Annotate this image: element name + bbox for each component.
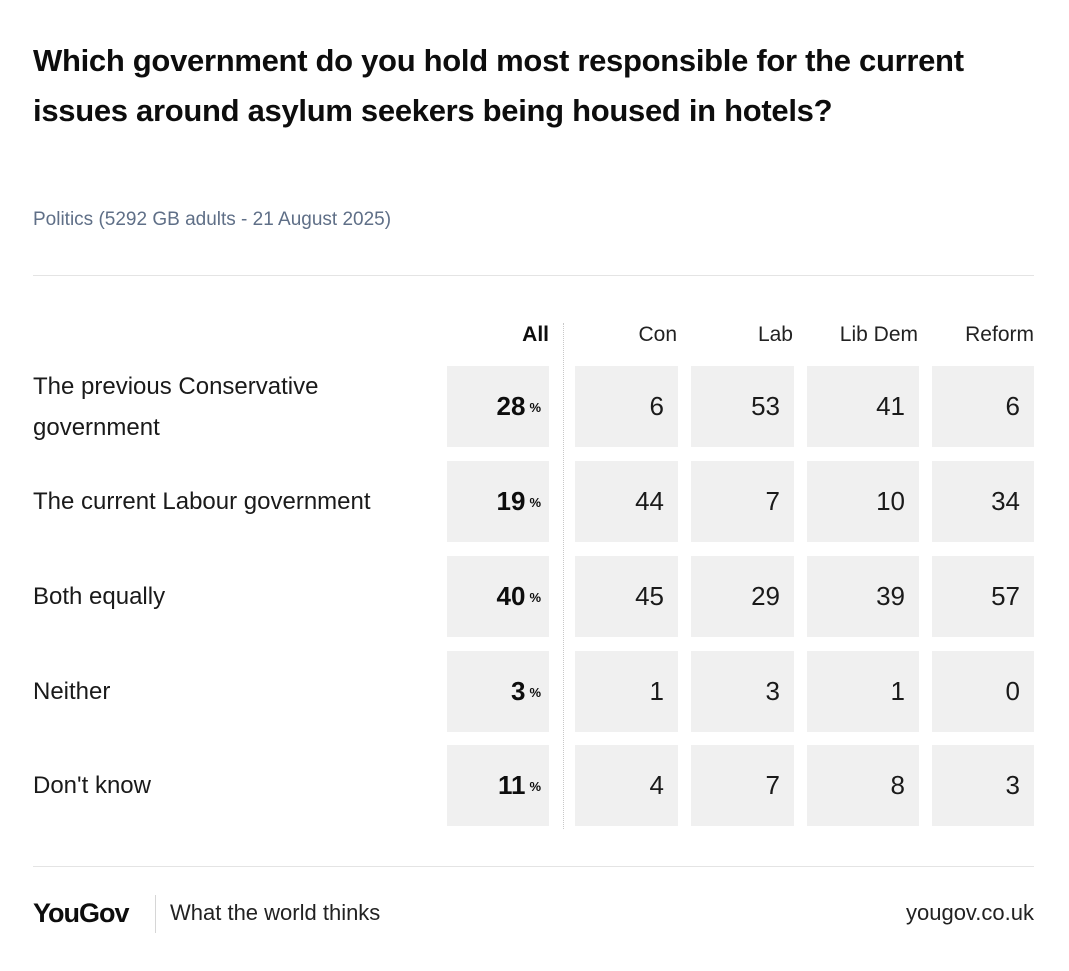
cell-all: 11% bbox=[447, 745, 549, 826]
cell-lib-dem: 8 bbox=[807, 745, 919, 826]
top-divider bbox=[33, 275, 1034, 276]
cell-lib-dem: 1 bbox=[807, 651, 919, 732]
cell-reform: 57 bbox=[932, 556, 1034, 637]
cell-all: 19% bbox=[447, 461, 549, 542]
cell-all-value: 11 bbox=[497, 770, 526, 800]
cell-all: 40% bbox=[447, 556, 549, 637]
cell-reform: 34 bbox=[932, 461, 1034, 542]
column-header-lib-dem: Lib Dem bbox=[839, 323, 918, 346]
cell-con: 45 bbox=[575, 556, 678, 637]
cell-all-value: 40 bbox=[496, 581, 526, 611]
footer-divider bbox=[155, 895, 156, 933]
cell-reform: 6 bbox=[932, 366, 1034, 447]
row-label: The current Labour government bbox=[33, 488, 371, 515]
row-label: Don't know bbox=[33, 772, 151, 799]
cell-lib-dem: 41 bbox=[807, 366, 919, 447]
column-header-all: All bbox=[522, 323, 549, 346]
cell-con: 6 bbox=[575, 366, 678, 447]
row-label: Both equally bbox=[33, 583, 166, 610]
cell-lab: 3 bbox=[691, 651, 794, 732]
percent-sign: % bbox=[529, 400, 541, 415]
cell-lab: 7 bbox=[691, 745, 794, 826]
percent-sign: % bbox=[529, 685, 541, 700]
cell-lib-dem: 10 bbox=[807, 461, 919, 542]
all-column-divider bbox=[563, 323, 564, 829]
chart-title: Which government do you hold most respon… bbox=[33, 43, 964, 128]
footer-url[interactable]: yougov.co.uk bbox=[905, 900, 1034, 925]
cell-lib-dem: 39 bbox=[807, 556, 919, 637]
cell-all-value: 19 bbox=[496, 486, 526, 516]
cell-all: 3% bbox=[447, 651, 549, 732]
cell-all-value: 3 bbox=[510, 676, 526, 706]
cell-all: 28% bbox=[447, 366, 549, 447]
footer-tagline: What the world thinks bbox=[170, 900, 381, 925]
cell-reform: 0 bbox=[932, 651, 1034, 732]
cell-con: 44 bbox=[575, 461, 678, 542]
column-header-lab: Lab bbox=[757, 323, 793, 346]
percent-sign: % bbox=[529, 495, 541, 510]
yougov-logo: YouGov bbox=[33, 898, 130, 928]
cell-con: 1 bbox=[575, 651, 678, 732]
cell-lab: 29 bbox=[691, 556, 794, 637]
row-label: The previous Conservative government bbox=[33, 372, 319, 441]
cell-all-value: 28 bbox=[496, 391, 526, 421]
cell-lab: 7 bbox=[691, 461, 794, 542]
cell-lab: 53 bbox=[691, 366, 794, 447]
row-label: Neither bbox=[33, 678, 111, 705]
column-header-con: Con bbox=[638, 323, 677, 346]
percent-sign: % bbox=[529, 590, 541, 605]
column-header-reform: Reform bbox=[965, 323, 1034, 346]
cell-reform: 3 bbox=[932, 745, 1034, 826]
bottom-divider bbox=[33, 866, 1034, 867]
cell-con: 4 bbox=[575, 745, 678, 826]
chart-subtitle: Politics (5292 GB adults - 21 August 202… bbox=[33, 209, 392, 230]
percent-sign: % bbox=[529, 779, 541, 794]
